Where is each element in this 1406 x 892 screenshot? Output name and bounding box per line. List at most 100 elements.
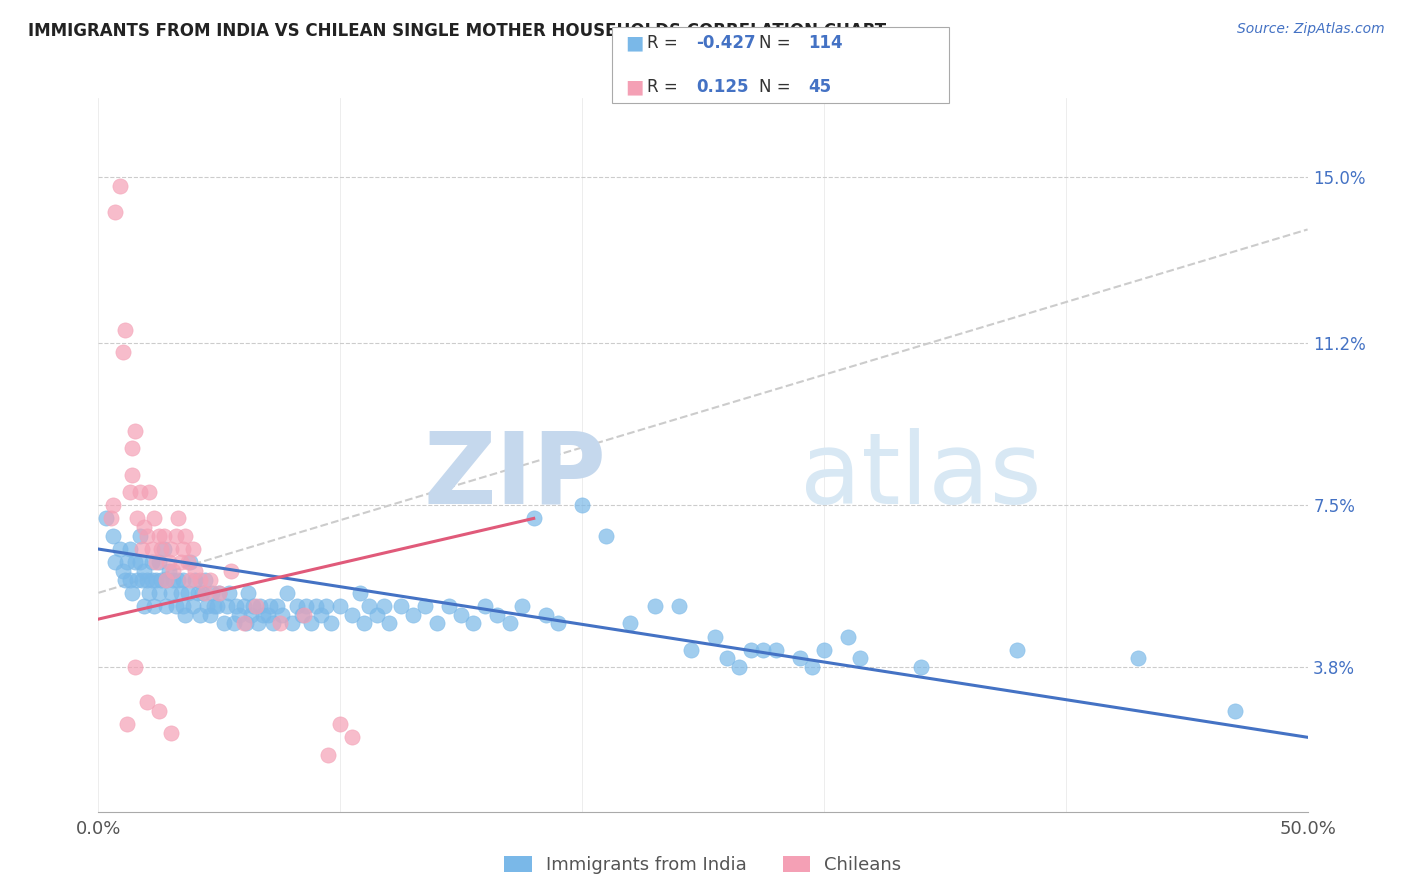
Point [837, 630, 859, 644]
Point [141, 573, 163, 587]
Point [131, 573, 153, 587]
Point [619, 616, 641, 631]
Point [174, 529, 197, 543]
Point [389, 599, 412, 613]
Point [135, 695, 157, 709]
Point [148, 555, 170, 569]
Text: N =: N = [759, 78, 796, 95]
Point [463, 616, 485, 631]
Point [194, 586, 217, 600]
Point [157, 555, 180, 569]
Point [315, 599, 337, 613]
Point [1223, 704, 1246, 718]
Text: R =: R = [647, 78, 683, 95]
Point [789, 651, 811, 665]
Point [134, 564, 156, 578]
Point [118, 573, 141, 587]
Point [228, 607, 250, 622]
Point [108, 542, 131, 557]
Point [740, 642, 762, 657]
Point [474, 599, 496, 613]
Point [117, 555, 139, 569]
Text: Source: ZipAtlas.com: Source: ZipAtlas.com [1237, 22, 1385, 37]
Text: atlas: atlas [800, 428, 1042, 524]
Point [165, 529, 187, 543]
Point [765, 642, 787, 657]
Point [239, 607, 262, 622]
Point [366, 607, 388, 622]
Point [134, 520, 156, 534]
Point [295, 599, 318, 613]
Text: 45: 45 [808, 78, 831, 95]
Point [290, 607, 312, 622]
Point [138, 586, 160, 600]
Point [218, 586, 240, 600]
Point [222, 616, 245, 631]
Legend: Immigrants from India, Chileans: Immigrants from India, Chileans [498, 848, 908, 881]
Point [571, 498, 593, 512]
Point [135, 529, 157, 543]
Point [242, 599, 264, 613]
Point [117, 717, 139, 731]
Text: N =: N = [759, 34, 796, 52]
Point [208, 586, 231, 600]
Text: 114: 114 [808, 34, 844, 52]
Point [160, 586, 183, 600]
Point [108, 178, 131, 193]
Point [342, 731, 364, 745]
Point [235, 616, 257, 631]
Point [141, 542, 163, 557]
Point [157, 564, 180, 578]
Point [221, 564, 243, 578]
Point [259, 599, 281, 613]
Point [169, 586, 191, 600]
Point [716, 651, 738, 665]
Point [205, 599, 228, 613]
Point [728, 660, 751, 674]
Point [910, 660, 932, 674]
Point [165, 599, 187, 613]
Point [266, 599, 288, 613]
Point [160, 542, 183, 557]
Point [813, 642, 835, 657]
Point [111, 345, 134, 359]
Point [534, 607, 557, 622]
Point [134, 599, 156, 613]
Point [188, 573, 211, 587]
Point [752, 642, 775, 657]
Point [510, 599, 533, 613]
Point [128, 485, 150, 500]
Point [204, 599, 226, 613]
Point [121, 442, 143, 456]
Point [181, 542, 204, 557]
Point [121, 586, 143, 600]
Point [668, 599, 690, 613]
Point [271, 607, 294, 622]
Point [167, 511, 190, 525]
Point [800, 660, 823, 674]
Point [162, 564, 184, 578]
Text: IMMIGRANTS FROM INDIA VS CHILEAN SINGLE MOTHER HOUSEHOLDS CORRELATION CHART: IMMIGRANTS FROM INDIA VS CHILEAN SINGLE … [28, 22, 886, 40]
Point [172, 542, 194, 557]
Point [155, 573, 177, 587]
Point [150, 542, 173, 557]
Text: ZIP: ZIP [423, 428, 606, 524]
Point [145, 573, 167, 587]
Point [256, 607, 278, 622]
Point [353, 616, 375, 631]
Point [152, 542, 174, 557]
Point [128, 555, 150, 569]
Point [150, 573, 173, 587]
Point [127, 511, 149, 525]
Point [100, 511, 122, 525]
Point [135, 573, 157, 587]
Point [179, 573, 201, 587]
Point [114, 323, 136, 337]
Point [498, 616, 520, 631]
Point [138, 485, 160, 500]
Point [342, 607, 364, 622]
Point [94, 511, 117, 525]
Text: -0.427: -0.427 [696, 34, 755, 52]
Point [152, 529, 174, 543]
Point [238, 586, 260, 600]
